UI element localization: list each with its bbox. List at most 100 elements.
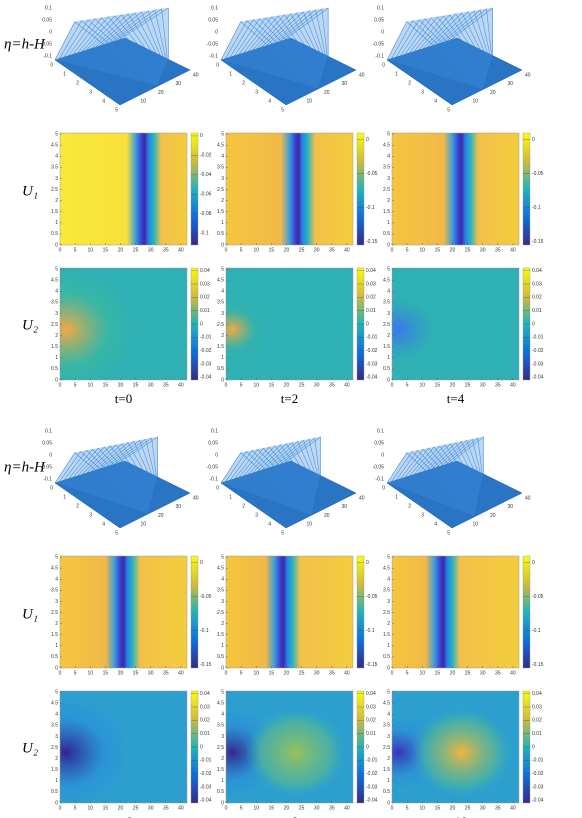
x-tick-label: 25 — [299, 382, 305, 388]
y-tick-label: 0 — [55, 665, 58, 671]
x-tick-label: 20 — [284, 382, 290, 388]
surface-line — [68, 448, 151, 507]
x-tick-label: 40 — [359, 495, 365, 501]
y-tick-label: 3 — [421, 89, 424, 95]
y-tick-label: 3 — [221, 311, 224, 317]
surface-line — [90, 13, 164, 72]
surface-ridge — [386, 7, 493, 90]
x-tick-label: 15 — [435, 382, 441, 388]
y-tick-label: 4 — [102, 98, 105, 104]
surface-line — [270, 10, 327, 64]
y-tick-label: 5 — [447, 530, 450, 536]
z-tick-label: -0.05 — [373, 41, 385, 47]
x-tick-label: 25 — [133, 382, 139, 388]
y-tick-label: 3.5 — [51, 723, 58, 729]
y-tick-label: 5 — [221, 689, 224, 695]
surface-base — [220, 460, 357, 529]
y-tick-label: 1.5 — [51, 209, 58, 215]
colorbar-tick-label: 0 — [532, 560, 535, 566]
y-tick-label: 2 — [55, 333, 58, 339]
time-label: t=6 — [115, 814, 133, 818]
row-label-u1: U₁ — [22, 183, 38, 199]
surface-ridge — [220, 7, 329, 90]
colorbar-tick-label: 0.03 — [366, 704, 376, 710]
y-tick-label: 3 — [387, 311, 390, 317]
y-tick-label: 1 — [395, 71, 398, 77]
z-tick-label: 0.1 — [45, 5, 52, 11]
x-tick-label: 0 — [59, 382, 62, 388]
z-tick-label: 0 — [215, 29, 218, 35]
surface-line — [104, 439, 156, 486]
colorbar-tick-label: 0 — [532, 744, 535, 750]
surface-line — [77, 16, 162, 77]
x-tick-label: 35 — [329, 805, 335, 811]
colorbar-tick-label: -0.04 — [532, 798, 544, 804]
colorbar-tick-label: 0 — [366, 560, 369, 566]
x-tick-label: 25 — [465, 805, 471, 811]
y-tick-label: 2 — [55, 621, 58, 627]
y-tick-label: 2.5 — [217, 745, 224, 751]
x-tick-label: 35 — [329, 382, 335, 388]
x-tick-label: 25 — [299, 805, 305, 811]
colorbar-tick-label: 0.02 — [200, 295, 210, 301]
colorbar-tick-label: -0.05 — [200, 594, 212, 600]
y-tick-label: 0.5 — [383, 654, 390, 660]
y-tick-label: 2.5 — [51, 745, 58, 751]
x-tick-label: 20 — [450, 382, 456, 388]
plot-frame — [225, 555, 354, 669]
y-tick-label: 1 — [387, 220, 390, 226]
surface-line — [436, 10, 491, 63]
u2-left-feature — [392, 268, 519, 380]
y-tick-label: 1 — [387, 643, 390, 649]
surface-line — [386, 21, 483, 90]
x-tick-label: 20 — [324, 513, 330, 519]
y-tick-label: 0 — [216, 485, 219, 491]
z-tick-label: -0.1 — [209, 53, 218, 59]
y-tick-label: 2 — [387, 198, 390, 204]
y-tick-label: 0.5 — [51, 231, 58, 237]
z-tick-label: 0 — [381, 29, 384, 35]
plot-frame — [225, 132, 354, 246]
surface-mesh — [220, 7, 329, 90]
colorbar-tick-label: 0.01 — [200, 308, 210, 314]
colorbar-tick-label: 0.01 — [200, 731, 210, 737]
x-tick-label: 40 — [510, 805, 516, 811]
surface-line — [113, 8, 168, 62]
row-label-eta: η=h-H — [4, 459, 46, 475]
x-tick-label: 40 — [193, 72, 199, 78]
surface-line — [68, 18, 160, 81]
y-tick-label: 2 — [242, 80, 245, 86]
x-tick-label: 40 — [344, 247, 350, 253]
x-tick-label: 20 — [158, 513, 164, 519]
surface-line — [418, 14, 488, 73]
colorbar-tick-label: -0.1 — [532, 628, 541, 634]
surface-line — [279, 8, 328, 59]
colorbar-tick-label: -0.05 — [366, 594, 378, 600]
y-tick-label: 3 — [55, 311, 58, 317]
surface-line — [77, 446, 152, 501]
colorbar-tick-label: -0.03 — [532, 784, 544, 790]
x-tick-label: 15 — [269, 247, 275, 253]
y-tick-label: 2 — [221, 333, 224, 339]
x-tick-label: 30 — [176, 504, 182, 510]
y-tick-label: 2.5 — [383, 745, 390, 751]
y-tick-label: 2.5 — [217, 610, 224, 616]
surface-line — [238, 17, 322, 80]
colorbar-tick-label: -0.01 — [532, 758, 544, 764]
plot-frame — [59, 555, 188, 669]
z-tick-label: -0.1 — [43, 476, 52, 482]
y-tick-label: 1 — [229, 71, 232, 77]
colorbar-tick-label: 0.03 — [366, 281, 376, 287]
z-tick-label: -0.1 — [209, 476, 218, 482]
y-tick-label: 1.5 — [383, 767, 390, 773]
y-tick-label: 0.5 — [217, 231, 224, 237]
x-tick-label: 20 — [158, 90, 164, 96]
colorbar-tick-label: 0.01 — [532, 731, 542, 737]
x-tick-label: 35 — [163, 805, 169, 811]
surface-line — [427, 12, 490, 68]
x-tick-label: 20 — [284, 805, 290, 811]
colorbar-tick-label: 0.01 — [366, 731, 376, 737]
colorbar — [190, 555, 199, 669]
x-tick-label: 10 — [419, 805, 425, 811]
colorbar-tick-label: 0 — [532, 321, 535, 327]
